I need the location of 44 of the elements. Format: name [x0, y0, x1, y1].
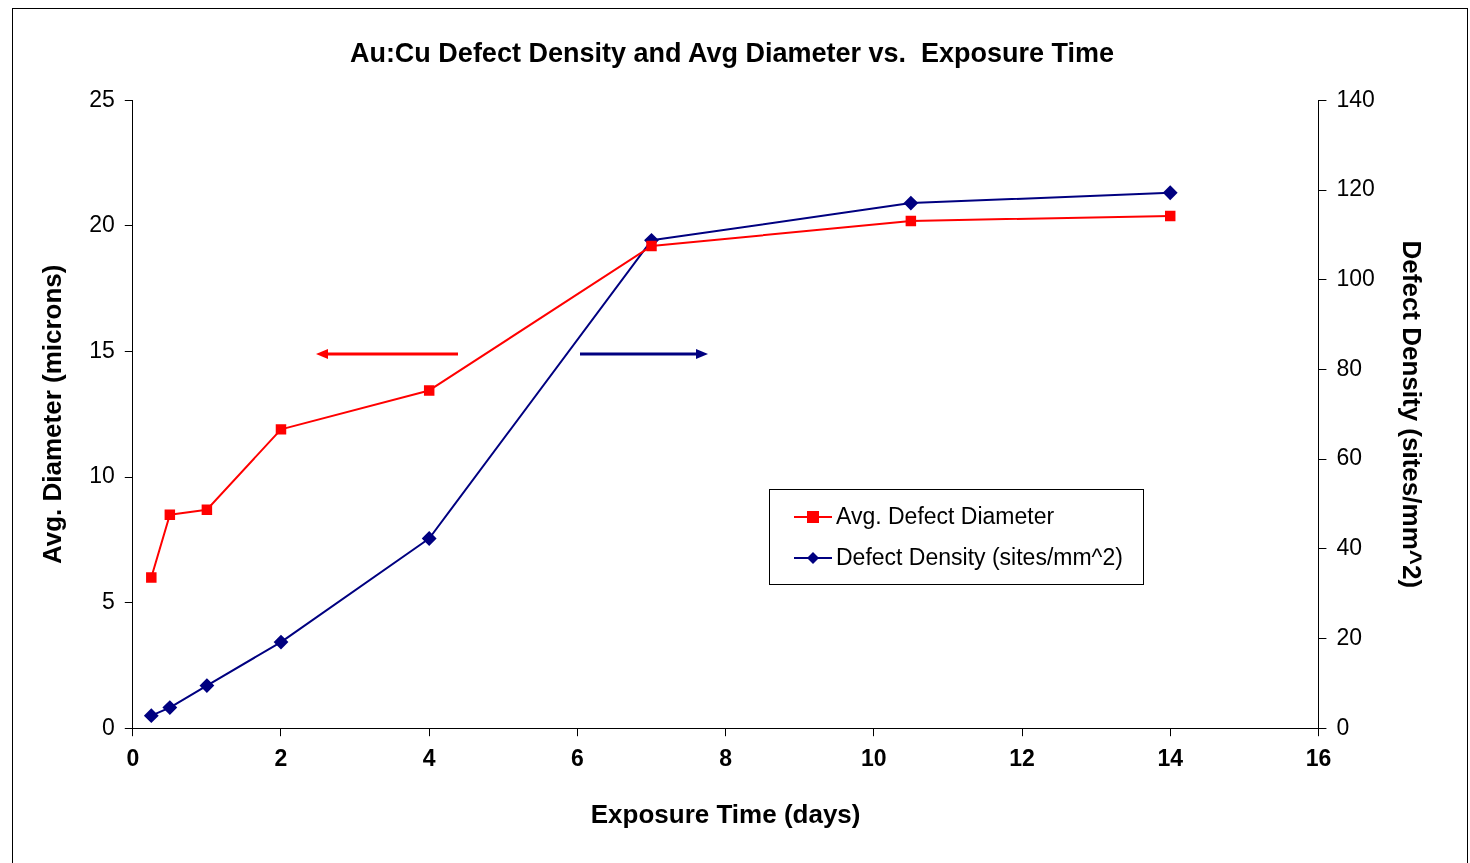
x-tick-label: 12 [1009, 745, 1035, 772]
point [164, 509, 176, 520]
legend-label: Defect Density (sites/mm^2) [836, 544, 1123, 571]
point [1164, 210, 1176, 222]
y-tick-label: 10 [89, 462, 115, 489]
point [201, 504, 213, 515]
y2-tick-label: 140 [1336, 85, 1375, 112]
y-tick-label: 0 [101, 713, 115, 740]
point [146, 572, 157, 583]
point [423, 385, 435, 396]
y-tick-label: 5 [101, 587, 115, 614]
y2-axis-title: Defect Density (sites/mm^2) [1397, 240, 1428, 589]
point [273, 635, 288, 650]
y2-tick-label: 60 [1336, 444, 1363, 471]
legend-label: Avg. Defect Diameter [836, 503, 1055, 530]
point [905, 215, 917, 227]
x-tick-label: 0 [126, 745, 140, 772]
point [162, 700, 177, 715]
y2-tick-label: 0 [1336, 713, 1350, 740]
point [199, 678, 214, 693]
y-tick-label: 25 [89, 85, 115, 112]
y-tick-label: 20 [89, 211, 115, 238]
y2-tick-label: 20 [1336, 623, 1363, 650]
point [903, 196, 918, 211]
point [275, 424, 287, 435]
y2-tick-label: 40 [1336, 534, 1363, 561]
x-tick-label: 2 [274, 745, 288, 772]
y-tick-label: 15 [89, 336, 115, 363]
point [422, 531, 437, 546]
point [646, 240, 657, 252]
point [1163, 185, 1178, 200]
y2-tick-label: 80 [1336, 354, 1363, 381]
x-axis-title: Exposure Time (days) [590, 798, 861, 829]
y2-tick-label: 100 [1336, 265, 1375, 292]
point [144, 708, 159, 723]
x-tick-label: 4 [422, 745, 436, 772]
x-tick-label: 14 [1157, 745, 1184, 772]
x-tick-label: 10 [861, 745, 887, 772]
y2-tick-label: 120 [1336, 175, 1375, 202]
y-axis-title: Avg. Diameter (microns) [36, 264, 67, 565]
chart-title: Au:Cu Defect Density and Avg Diameter vs. Exposure Time [349, 37, 1115, 68]
x-tick-label: 16 [1305, 745, 1332, 772]
x-tick-label: 8 [719, 745, 733, 772]
x-tick-label: 6 [571, 745, 584, 772]
